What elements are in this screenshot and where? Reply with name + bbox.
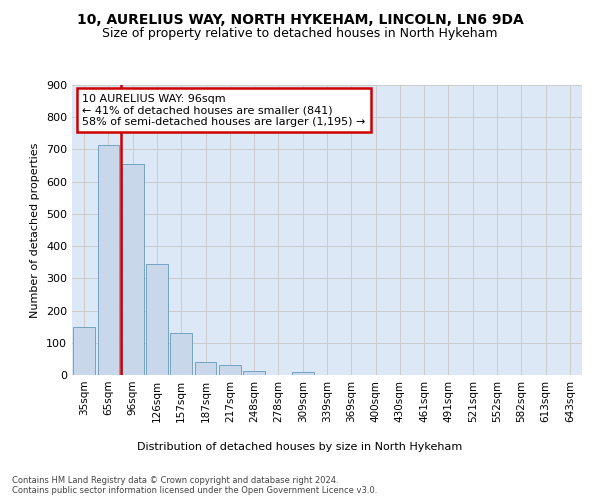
Bar [292,372,314,375]
Bar [97,144,119,375]
Text: Distribution of detached houses by size in North Hykeham: Distribution of detached houses by size … [137,442,463,452]
Text: 10, AURELIUS WAY, NORTH HYKEHAM, LINCOLN, LN6 9DA: 10, AURELIUS WAY, NORTH HYKEHAM, LINCOLN… [77,12,523,26]
Bar [146,264,168,375]
Text: Contains HM Land Registry data © Crown copyright and database right 2024.
Contai: Contains HM Land Registry data © Crown c… [12,476,377,495]
Y-axis label: Number of detached properties: Number of detached properties [31,142,40,318]
Bar [219,366,241,375]
Text: 10 AURELIUS WAY: 96sqm
← 41% of detached houses are smaller (841)
58% of semi-de: 10 AURELIUS WAY: 96sqm ← 41% of detached… [82,94,365,127]
Bar [170,333,192,375]
Bar [194,362,217,375]
Bar [73,326,95,375]
Text: Size of property relative to detached houses in North Hykeham: Size of property relative to detached ho… [102,28,498,40]
Bar [243,371,265,375]
Bar [122,164,143,375]
